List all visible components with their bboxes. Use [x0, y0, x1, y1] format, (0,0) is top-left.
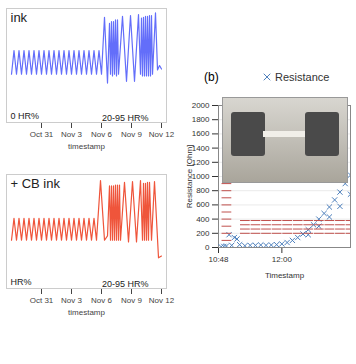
svg-text:400: 400 [196, 215, 210, 224]
svg-text:ink: ink [11, 10, 28, 25]
svg-text:20-95 HR%: 20-95 HR% [102, 279, 149, 289]
svg-text:200: 200 [196, 229, 210, 238]
svg-text:HR%: HR% [11, 277, 32, 287]
svg-text:600: 600 [196, 200, 210, 209]
svg-text:800: 800 [196, 186, 210, 195]
svg-text:0: 0 [205, 243, 210, 252]
svg-text:Resistance [Ohm]: Resistance [Ohm] [185, 145, 194, 209]
svg-text:0 HR%: 0 HR% [11, 111, 40, 121]
svg-text:1800: 1800 [192, 115, 210, 124]
svg-text:1000: 1000 [192, 172, 210, 181]
svg-text:Nov 3: Nov 3 [61, 296, 82, 305]
svg-text:1200: 1200 [192, 158, 210, 167]
svg-text:Nov 12: Nov 12 [149, 130, 175, 139]
svg-text:+ CB ink: + CB ink [11, 176, 61, 191]
svg-text:Oct 31: Oct 31 [30, 296, 54, 305]
svg-text:Nov 9: Nov 9 [121, 130, 142, 139]
svg-text:Nov 12: Nov 12 [149, 296, 175, 305]
svg-text:Oct 31: Oct 31 [30, 130, 54, 139]
svg-text:Nov 6: Nov 6 [91, 130, 112, 139]
svg-text:20-95 HR%: 20-95 HR% [102, 113, 149, 123]
svg-text:10:48: 10:48 [208, 255, 229, 264]
svg-text:1400: 1400 [192, 144, 210, 153]
svg-text:Timestamp: Timestamp [265, 271, 305, 280]
svg-text:12:00: 12:00 [272, 255, 293, 264]
svg-text:timestamp: timestamp [68, 142, 105, 151]
svg-text:2000: 2000 [192, 101, 210, 110]
html-text:(b): (b) [204, 70, 219, 84]
html-text:Resistance: Resistance [275, 71, 330, 83]
svg-text:1600: 1600 [192, 129, 210, 138]
svg-text:timestamp: timestamp [68, 308, 105, 317]
svg-text:Nov 9: Nov 9 [121, 296, 142, 305]
svg-text:Nov 6: Nov 6 [91, 296, 112, 305]
svg-text:Nov 3: Nov 3 [61, 130, 82, 139]
